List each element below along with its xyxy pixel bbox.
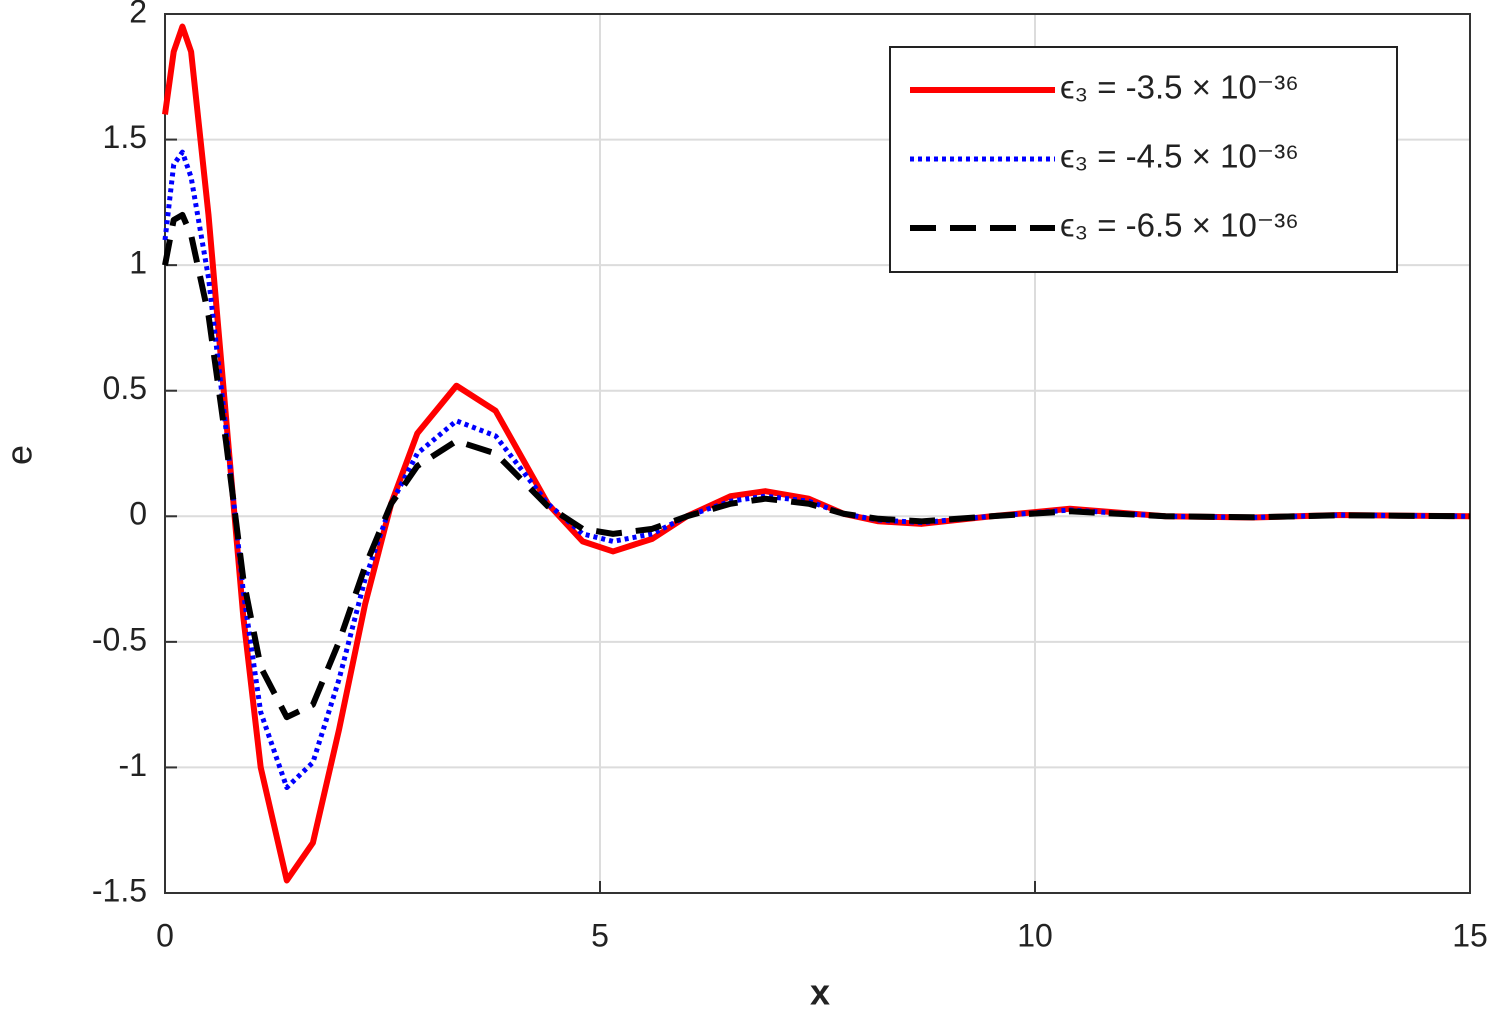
x-tick-label: 5 — [591, 917, 609, 953]
y-tick-label: -0.5 — [92, 621, 147, 657]
y-tick-label: 1 — [129, 245, 147, 281]
y-tick-label: 1.5 — [103, 119, 147, 155]
y-tick-label: 2 — [129, 0, 147, 29]
legend-label: ϵ₃ = -4.5 × 10⁻³⁶ — [1060, 138, 1299, 175]
x-axis-label: x — [810, 972, 830, 1012]
y-tick-label: -1 — [119, 747, 147, 783]
legend: ϵ₃ = -3.5 × 10⁻³⁶ ϵ₃ = -4.5 × 10⁻³⁶ ϵ₃ = -… — [889, 46, 1398, 273]
legend-label: ϵ₃ = -6.5 × 10⁻³⁶ — [1060, 207, 1299, 244]
x-tick-label: 10 — [1017, 917, 1053, 953]
y-tick-label: 0 — [129, 496, 147, 532]
y-tick-label: -1.5 — [92, 872, 147, 908]
legend-label: ϵ₃ = -3.5 × 10⁻³⁶ — [1060, 69, 1299, 106]
x-tick-label: 0 — [156, 917, 174, 953]
x-tick-label: 15 — [1452, 917, 1488, 953]
y-axis-label: e — [0, 445, 40, 465]
series-line — [162, 211, 1471, 721]
plot-frame — [164, 13, 1471, 894]
y-tick-label: 0.5 — [103, 370, 147, 406]
